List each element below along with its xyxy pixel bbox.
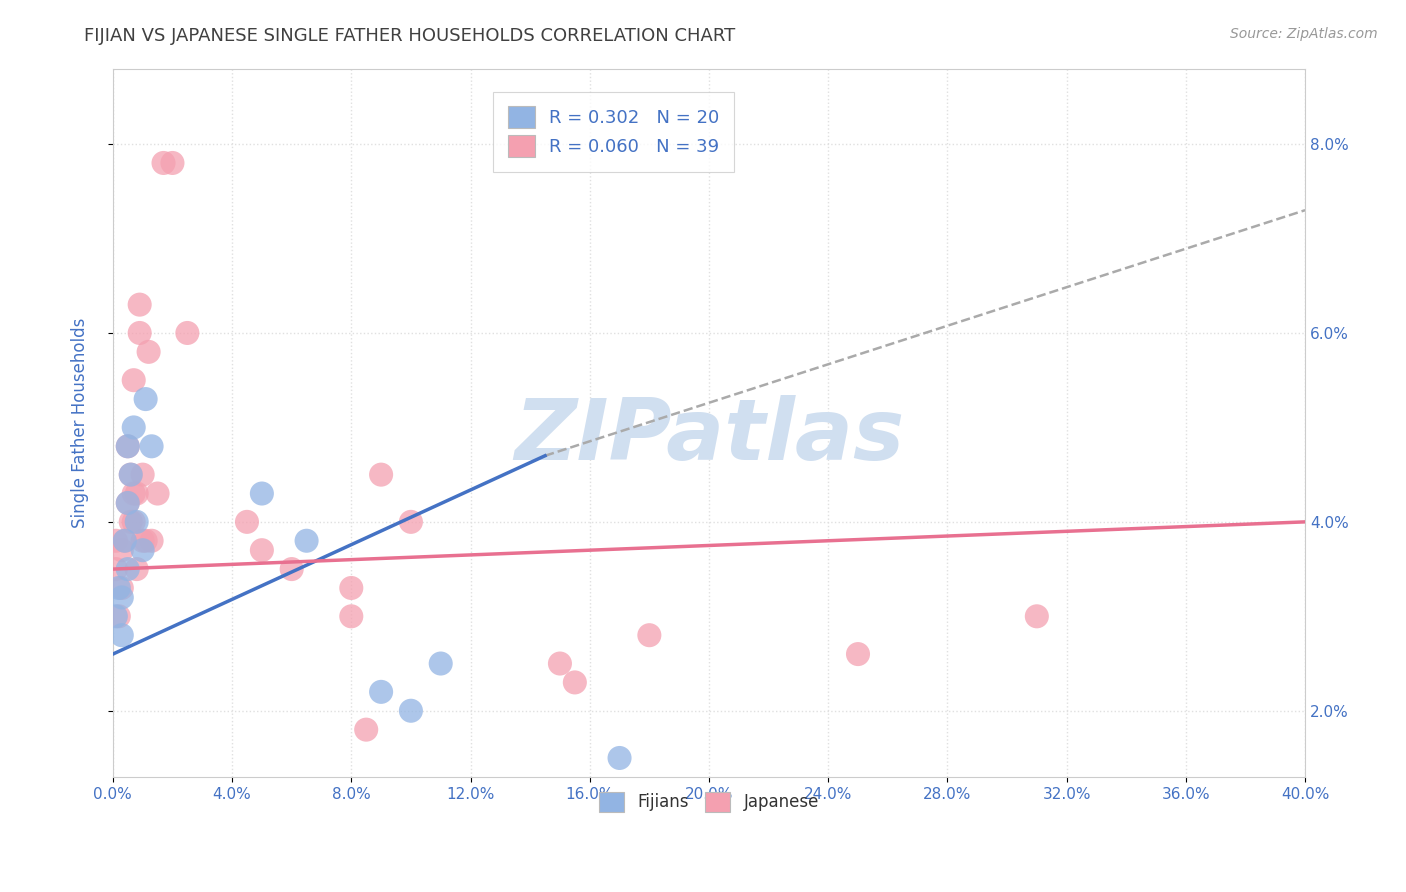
Point [135, 533, 157, 548]
Point [125, 562, 148, 576]
Point [340, 581, 363, 595]
Point [117, 439, 139, 453]
Point [162, 156, 184, 170]
Point [370, 685, 392, 699]
Point [141, 439, 163, 453]
Point [128, 326, 150, 340]
Point [638, 628, 661, 642]
Point [128, 298, 150, 312]
Point [117, 562, 139, 576]
Point [104, 609, 127, 624]
Point [548, 657, 571, 671]
Point [114, 533, 136, 548]
Point [108, 581, 131, 595]
Point [236, 515, 259, 529]
Point [122, 373, 145, 387]
Y-axis label: Single Father Households: Single Father Households [72, 318, 89, 528]
Point [250, 543, 273, 558]
Point [131, 533, 153, 548]
Point [280, 562, 302, 576]
Point [354, 723, 377, 737]
Point [564, 675, 586, 690]
Point [125, 515, 148, 529]
Point [295, 533, 318, 548]
Point [114, 533, 136, 548]
Point [108, 609, 131, 624]
Point [125, 486, 148, 500]
Text: Source: ZipAtlas.com: Source: ZipAtlas.com [1230, 27, 1378, 41]
Text: FIJIAN VS JAPANESE SINGLE FATHER HOUSEHOLDS CORRELATION CHART: FIJIAN VS JAPANESE SINGLE FATHER HOUSEHO… [84, 27, 735, 45]
Point [117, 496, 139, 510]
Point [609, 751, 631, 765]
Point [111, 581, 134, 595]
Point [131, 467, 153, 482]
Point [111, 628, 134, 642]
Point [846, 647, 869, 661]
Point [104, 562, 127, 576]
Point [399, 515, 422, 529]
Point [111, 591, 134, 605]
Point [141, 533, 163, 548]
Point [122, 486, 145, 500]
Point [146, 486, 169, 500]
Point [104, 533, 127, 548]
Point [120, 467, 142, 482]
Point [152, 156, 174, 170]
Point [370, 467, 392, 482]
Point [399, 704, 422, 718]
Point [250, 486, 273, 500]
Point [111, 543, 134, 558]
Point [117, 439, 139, 453]
Point [122, 515, 145, 529]
Point [429, 657, 451, 671]
Point [340, 609, 363, 624]
Point [138, 344, 160, 359]
Point [122, 420, 145, 434]
Text: ZIPatlas: ZIPatlas [513, 395, 904, 478]
Point [176, 326, 198, 340]
Point [117, 496, 139, 510]
Point [120, 467, 142, 482]
Point [135, 392, 157, 406]
Point [131, 543, 153, 558]
Point [120, 515, 142, 529]
Point [1025, 609, 1047, 624]
Legend: Fijians, Japanese: Fijians, Japanese [585, 778, 832, 825]
